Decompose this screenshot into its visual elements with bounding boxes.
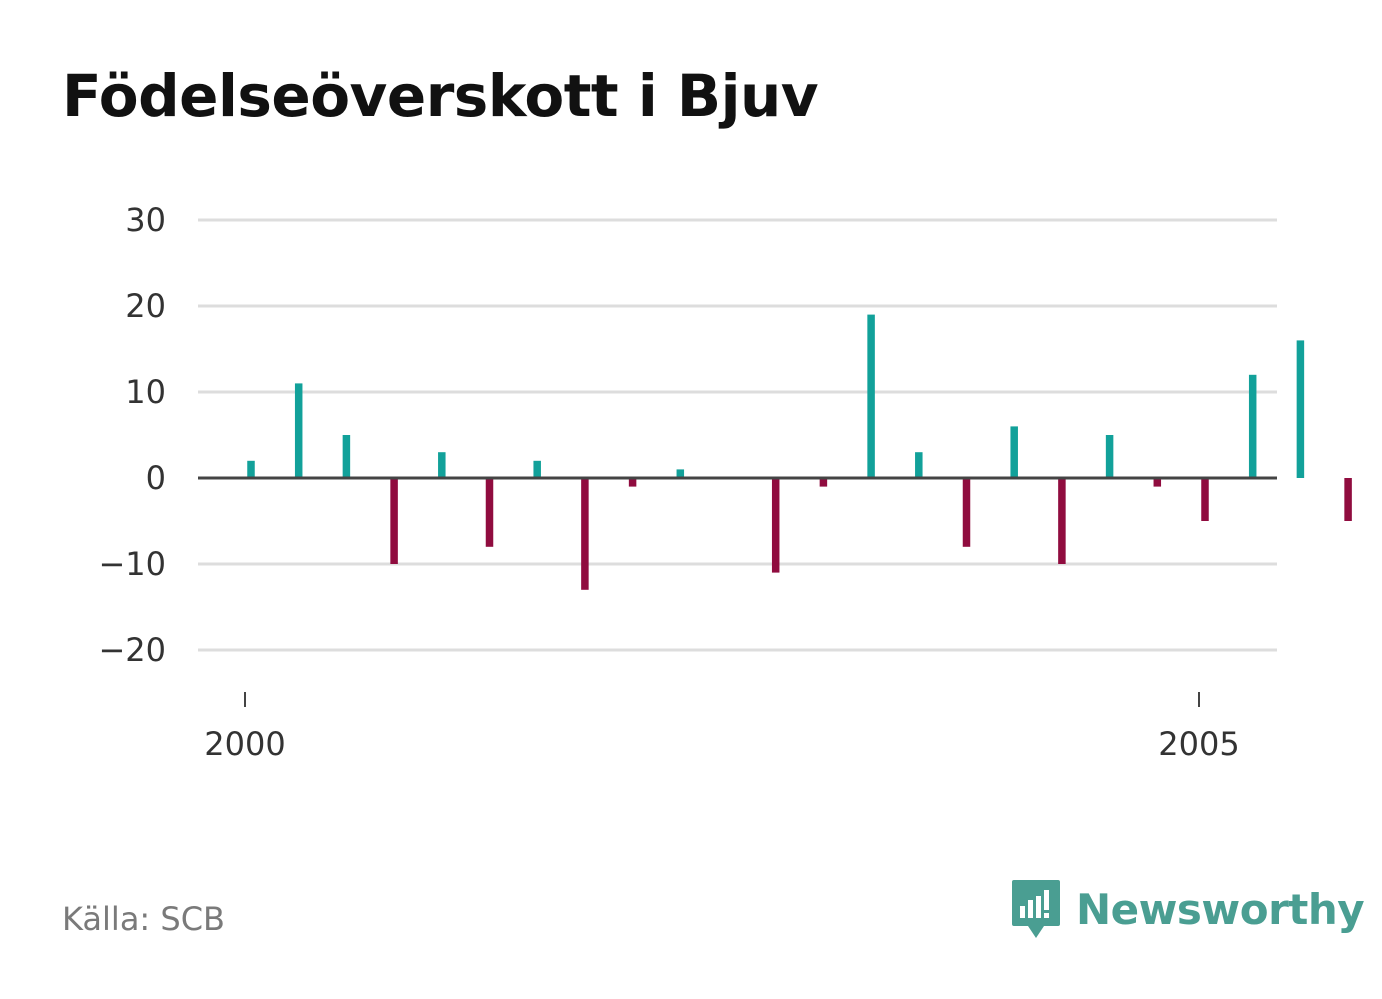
bar [1344, 478, 1352, 521]
bar [1105, 435, 1114, 478]
y-tick-label: −10 [98, 545, 166, 583]
bar [390, 478, 398, 564]
x-tick-label: 2005 [1158, 725, 1239, 763]
bar [1010, 426, 1018, 478]
newsworthy-logo: Newsworthy [1010, 878, 1365, 940]
y-tick-label: −20 [98, 631, 166, 669]
bar [342, 435, 351, 478]
bar [628, 478, 637, 487]
source-label: Källa: SCB [62, 900, 225, 938]
bar [438, 452, 446, 478]
bar [247, 460, 255, 478]
bar [1153, 478, 1162, 487]
bar [915, 452, 923, 478]
bar [867, 314, 875, 478]
x-tick-label: 2000 [204, 725, 285, 763]
bar [581, 478, 589, 590]
y-tick-label: 30 [125, 201, 166, 239]
bar [819, 478, 828, 487]
bar [1248, 374, 1257, 478]
bar [962, 478, 971, 547]
bar [485, 478, 494, 547]
bar [1296, 340, 1305, 478]
y-tick-label: 0 [146, 459, 166, 497]
bar [533, 460, 541, 478]
grid-layer [198, 218, 1277, 652]
bar [676, 469, 685, 478]
brand-name: Newsworthy [1076, 884, 1365, 934]
chart-title: Födelseöverskott i Bjuv [62, 62, 819, 130]
newsworthy-logo-icon [1012, 880, 1060, 938]
bar [1201, 478, 1209, 521]
bar-layer [247, 314, 1352, 590]
y-tick-label: 10 [125, 373, 166, 411]
y-tick-label: 20 [125, 287, 166, 325]
bar [294, 383, 303, 478]
bar [771, 478, 780, 573]
bar [1058, 478, 1066, 564]
